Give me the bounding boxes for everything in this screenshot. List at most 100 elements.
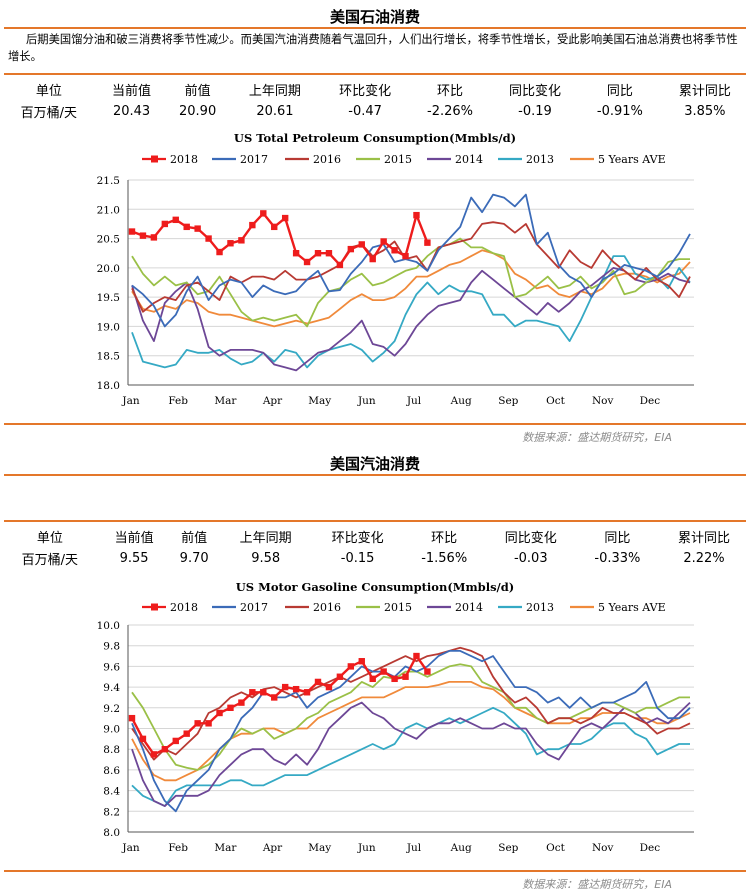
data-point-marker: [391, 247, 398, 254]
data-point-marker: [205, 720, 212, 727]
y-tick-label: 21.5: [97, 175, 120, 187]
data-point-marker: [314, 678, 322, 686]
petroleum-title-rule: [4, 27, 746, 29]
data-point-marker: [161, 746, 169, 753]
stats-header-cell: 同比变化: [504, 530, 557, 546]
stats-value-cell: -1.56%: [421, 550, 468, 566]
x-tick-label: Jun: [357, 395, 376, 407]
stats-header-cell: 同比变化: [508, 83, 561, 99]
stats-header-cell: 上年同期: [239, 530, 292, 546]
data-point-marker: [413, 652, 420, 660]
y-tick-label: 9.0: [103, 724, 120, 736]
x-tick-label: Apr: [262, 842, 283, 854]
data-point-marker: [139, 232, 147, 239]
x-tick-label: Aug: [450, 842, 472, 854]
x-tick-label: Sep: [498, 395, 518, 407]
y-tick-label: 8.0: [103, 827, 120, 839]
data-point-marker: [216, 709, 223, 717]
data-point-marker: [336, 673, 344, 680]
data-point-marker: [238, 237, 245, 244]
y-tick-label: 9.8: [103, 641, 120, 653]
data-point-marker: [150, 751, 158, 758]
data-point-marker: [281, 214, 289, 222]
data-point-marker: [172, 737, 179, 745]
data-point-marker: [325, 683, 333, 691]
legend-label: 5 Years AVE: [598, 153, 666, 166]
x-tick-label: Oct: [546, 395, 565, 407]
x-tick-label: Nov: [592, 395, 614, 407]
gasoline-section-title: 美国汽油消费: [329, 455, 420, 473]
series-line-2017: [131, 650, 691, 813]
y-tick-label: 21.0: [97, 204, 120, 216]
stats-value-cell: 百万桶/天: [21, 552, 79, 568]
chart-group: US Motor Gasoline Consumption(Mmbls/d) 8.…: [97, 580, 694, 854]
series-line-2014: [131, 701, 691, 807]
x-tick-label: Aug: [450, 395, 472, 407]
x-tick-label: May: [308, 395, 331, 407]
legend-label: 2016: [313, 153, 341, 166]
stats-value-cell: 20.43: [112, 103, 151, 119]
data-point-marker: [380, 238, 387, 245]
legend-label: 5 Years AVE: [598, 601, 666, 614]
series-line-2017: [131, 193, 691, 328]
x-tick-label: Jul: [406, 842, 422, 854]
stats-value-cell: 20.61: [256, 103, 294, 119]
stats-header-row: 单位 当前值 前值 上年同期 环比变化 环比 同比变化 同比 累计同比: [0, 78, 750, 100]
stats-value-row: 百万桶/天 20.43 20.90 20.61 -0.47 -2.26% -0.…: [0, 100, 750, 122]
stats-value-cell: -0.19: [518, 103, 552, 119]
stats-header-cell: 环比: [431, 530, 458, 546]
y-tick-label: 9.6: [103, 661, 120, 673]
y-tick-label: 18.5: [97, 351, 120, 363]
y-tick-label: 20.0: [97, 263, 120, 275]
data-point-marker: [227, 240, 234, 247]
data-point-marker: [358, 241, 365, 248]
gasoline-source-note: 数据来源：盛达期货研究，EIA: [522, 878, 672, 891]
data-point-marker: [424, 239, 431, 246]
legend-marker: [151, 603, 158, 611]
petroleum-stats-table: 单位 当前值 前值 上年同期 环比变化 环比 同比变化 同比 累计同比 百万桶/…: [0, 78, 750, 122]
x-tick-label: Feb: [168, 395, 188, 407]
x-tick-label: Dec: [640, 842, 661, 854]
y-tick-label: 8.8: [103, 744, 120, 756]
legend-label: 2014: [455, 153, 483, 166]
x-tick-label: Jan: [121, 842, 139, 854]
stats-value-cell: 9.55: [119, 550, 149, 566]
x-tick-label: Mar: [214, 395, 237, 407]
stats-header-cell: 单位: [36, 530, 63, 546]
y-tick-label: 8.6: [103, 765, 120, 777]
stats-value-cell: -2.26%: [427, 103, 474, 119]
x-tick-label: May: [308, 842, 331, 854]
data-point-marker: [380, 668, 387, 675]
data-point-marker: [303, 258, 311, 266]
series-line-5-years-ave: [131, 249, 691, 328]
gasoline-stats-table: 单位 当前值 前值 上年同期 环比变化 环比 同比变化 同比 累计同比 百万桶/…: [0, 525, 750, 569]
data-point-marker: [271, 694, 278, 701]
data-point-marker: [336, 261, 344, 269]
stats-header-cell: 累计同比: [678, 530, 731, 546]
x-tick-label: Mar: [214, 842, 237, 854]
series-line-2014: [131, 266, 691, 372]
stats-value-cell: 百万桶/天: [20, 105, 78, 121]
data-point-marker: [172, 216, 179, 224]
data-point-marker: [314, 250, 322, 257]
stats-header-cell: 环比变化: [339, 83, 392, 99]
chart-title: US Total Petroleum Consumption(Mmbls/d): [234, 131, 516, 145]
x-tick-label: Apr: [262, 395, 283, 407]
series-line-2015: [131, 237, 690, 328]
stats-header-cell: 当前值: [114, 530, 154, 546]
x-tick-label: Jun: [357, 842, 376, 854]
data-point-marker: [150, 234, 158, 241]
data-point-marker: [183, 223, 190, 231]
legend-label: 2017: [240, 601, 268, 614]
data-point-marker: [271, 223, 278, 231]
x-tick-label: Jan: [121, 395, 139, 407]
data-point-marker: [260, 689, 267, 696]
stats-value-cell: 20.90: [179, 103, 217, 119]
stats-header-cell: 上年同期: [248, 83, 301, 99]
data-point-marker: [402, 673, 409, 680]
data-point-marker: [260, 210, 267, 217]
data-point-marker: [325, 250, 333, 257]
data-point-marker: [303, 689, 311, 696]
data-point-marker: [161, 220, 169, 228]
data-point-marker: [369, 675, 376, 683]
